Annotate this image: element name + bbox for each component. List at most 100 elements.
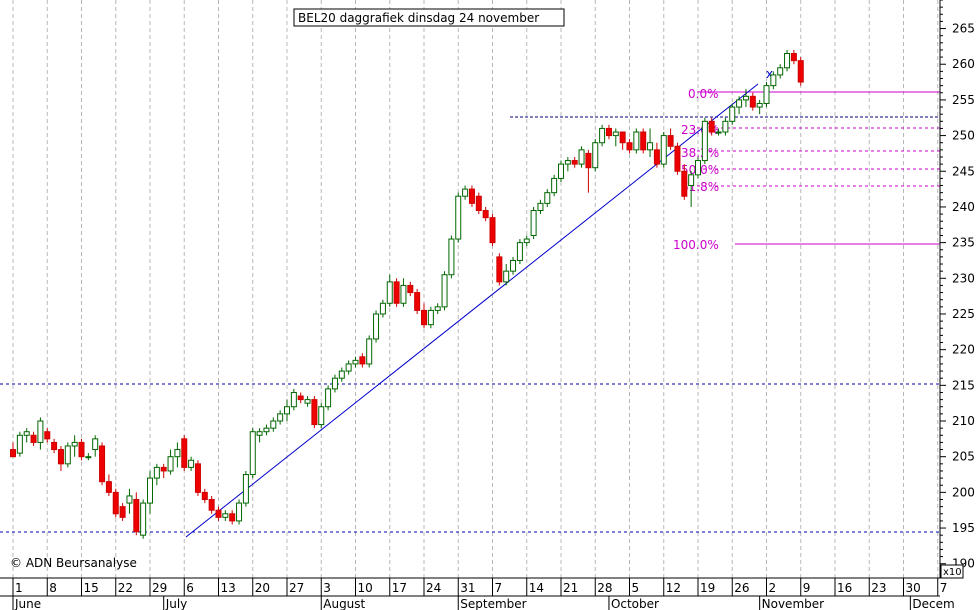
- title-box: [293, 8, 565, 27]
- candle-body-51: [359, 356, 366, 365]
- candle-body-92: [640, 131, 647, 151]
- candle-42: [297, 392, 304, 404]
- candle-body-5: [44, 431, 51, 440]
- candle-77: [537, 199, 544, 215]
- candle-16: [119, 503, 126, 521]
- candle-92: [640, 128, 647, 154]
- candle-body-103: [715, 131, 722, 134]
- candle-64: [448, 235, 455, 279]
- candle-55: [386, 274, 393, 307]
- x-tick-label-2: 15: [84, 581, 99, 595]
- candle-78: [544, 189, 551, 207]
- candle-body-7: [57, 449, 64, 465]
- candle-body-108: [749, 95, 756, 108]
- candle-17: [126, 488, 133, 514]
- candle-body-88: [612, 131, 619, 137]
- horizontal-reference-lines: [0, 116, 940, 533]
- candle-18: [133, 492, 140, 536]
- candle-54: [379, 299, 386, 318]
- candle-47: [331, 374, 338, 393]
- candle-body-30: [215, 509, 222, 518]
- candle-body-69: [482, 210, 489, 219]
- candle-45: [318, 403, 325, 429]
- x-tick-label-3: 22: [118, 581, 133, 595]
- candle-body-78: [544, 192, 551, 204]
- candle-body-63: [441, 274, 448, 308]
- candle-body-115: [797, 60, 804, 83]
- candle-103: [715, 128, 722, 136]
- candle-25: [181, 435, 188, 471]
- candle-109: [756, 99, 763, 115]
- candle-body-24: [174, 449, 181, 458]
- candle-11: [85, 453, 92, 461]
- candle-body-81: [564, 160, 571, 165]
- candle-68: [475, 192, 482, 215]
- candle-110: [763, 82, 770, 108]
- candle-body-53: [373, 313, 380, 340]
- candle-59: [414, 289, 421, 314]
- candle-body-61: [427, 309, 434, 326]
- candle-body-21: [153, 466, 160, 479]
- candle-95: [660, 132, 667, 168]
- candle-49: [345, 360, 352, 375]
- candle-58: [407, 281, 414, 297]
- x-tick-label-0: 1: [15, 581, 23, 595]
- x-tick-label-20: 19: [700, 581, 715, 595]
- candle-body-6: [51, 441, 58, 451]
- candle-body-9: [71, 441, 78, 447]
- month-label-1: July: [165, 597, 188, 610]
- candle-body-66: [462, 188, 469, 197]
- candle-75: [523, 235, 530, 247]
- vertical-gridlines: [12, 0, 939, 578]
- candle-body-42: [297, 395, 304, 401]
- x-tick-label-1: 8: [49, 581, 57, 595]
- candle-72: [503, 264, 510, 286]
- candle-9: [71, 435, 78, 457]
- candle-body-52: [366, 338, 373, 365]
- candle-body-40: [284, 406, 290, 415]
- candle-40: [284, 399, 290, 422]
- x-tick-label-25: 23: [871, 581, 886, 595]
- candle-91: [633, 128, 640, 154]
- y-tick-label-7: 225: [952, 307, 975, 321]
- candle-20: [147, 470, 153, 514]
- candle-111: [770, 71, 777, 90]
- candle-body-48: [338, 370, 345, 379]
- candle-body-56: [393, 281, 400, 304]
- candle-62: [434, 303, 441, 314]
- candle-body-12: [92, 438, 99, 451]
- x-axis: 1 8 15 22 29 6 13 20 27 3 10 17 24 31 7 14 21 28 5 12 19 26 2 9…: [12, 578, 955, 610]
- candle-63: [441, 271, 448, 311]
- candle-52: [366, 335, 373, 368]
- candle-80: [558, 160, 564, 182]
- candle-body-23: [167, 456, 174, 472]
- candle-body-95: [660, 135, 667, 165]
- candle-body-27: [194, 463, 201, 493]
- x-tick-label-15: 14: [529, 581, 544, 595]
- candle-body-111: [770, 74, 777, 87]
- candle-body-26: [188, 459, 195, 468]
- candle-51: [359, 353, 366, 368]
- candle-body-28: [201, 491, 208, 501]
- candle-104: [722, 117, 729, 136]
- candle-body-74: [516, 242, 523, 261]
- candle-24: [174, 442, 181, 468]
- candle-101: [701, 117, 708, 165]
- candle-body-102: [708, 120, 715, 133]
- candle-body-112: [777, 67, 784, 76]
- x-tick-label-11: 17: [392, 581, 407, 595]
- candle-body-98: [681, 170, 688, 197]
- candle-body-90: [626, 142, 633, 151]
- candle-body-14: [105, 481, 112, 493]
- copyright-label: © ADN Beursanalyse: [10, 556, 137, 570]
- candle-body-84: [585, 152, 592, 169]
- candle-35: [249, 428, 256, 479]
- candle-2: [23, 428, 30, 443]
- y-tick-label-2: 200: [952, 485, 975, 499]
- x-tick-label-27: 7: [940, 581, 948, 595]
- y-tick-label-4: 210: [952, 414, 975, 428]
- candle-body-39: [277, 413, 284, 422]
- x-tick-label-18: 5: [632, 581, 640, 595]
- candle-84: [585, 149, 592, 193]
- candle-70: [489, 214, 496, 247]
